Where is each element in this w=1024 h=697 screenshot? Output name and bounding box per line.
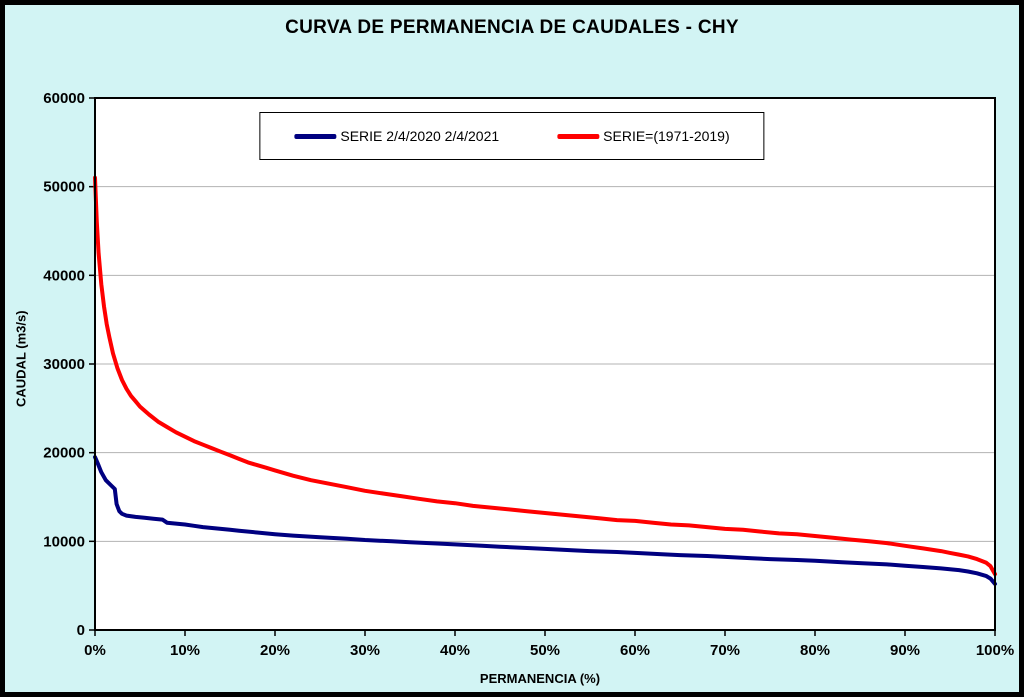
- series-line-1: [93, 175, 997, 577]
- legend: SERIE 2/4/2020 2/4/2021 SERIE=(1971-2019…: [259, 112, 765, 160]
- x-tick-label: 40%: [440, 642, 470, 659]
- x-tick-label: 70%: [710, 642, 740, 659]
- chart-canvas: 0 10000 20000 30000 40000 50000 60000 0% 10% 20% 3…: [43, 90, 1014, 659]
- legend-item-serie-1971-2019: SERIE=(1971-2019): [557, 128, 730, 144]
- legend-line-sample-red: [557, 133, 600, 139]
- y-tick-label: 20000: [43, 445, 85, 462]
- y-tick-label: 60000: [43, 90, 85, 107]
- chart-title: CURVA DE PERMANENCIA DE CAUDALES - CHY: [285, 17, 739, 38]
- x-tick-label: 30%: [350, 642, 380, 659]
- x-tick-label: 80%: [800, 642, 830, 659]
- x-tick-label: 0%: [84, 642, 106, 659]
- x-tick-label: 60%: [620, 642, 650, 659]
- y-tick-label: 40000: [43, 267, 85, 284]
- x-tick-label: 100%: [976, 642, 1014, 659]
- y-axis-title: CAUDAL (m3/s): [13, 310, 29, 408]
- y-tick-label: 30000: [43, 356, 85, 373]
- x-tick-label: 90%: [890, 642, 920, 659]
- legend-item-serie-2020-2021: SERIE 2/4/2020 2/4/2021: [294, 128, 499, 144]
- x-axis-title: PERMANENCIA (%): [479, 671, 601, 686]
- y-tick-label: 50000: [43, 179, 85, 196]
- legend-label-serie-1971-2019: SERIE=(1971-2019): [603, 128, 730, 144]
- x-tick-label: 10%: [170, 642, 200, 659]
- y-tick-label: 0: [77, 622, 85, 639]
- plot-border: [94, 97, 996, 631]
- legend-label-serie-2020-2021: SERIE 2/4/2020 2/4/2021: [340, 128, 500, 144]
- x-tick-label: 50%: [530, 642, 560, 659]
- x-tick-label: 20%: [260, 642, 290, 659]
- series-line-0: [93, 455, 997, 586]
- legend-line-sample-blue: [294, 133, 337, 139]
- y-tick-label: 10000: [43, 533, 85, 550]
